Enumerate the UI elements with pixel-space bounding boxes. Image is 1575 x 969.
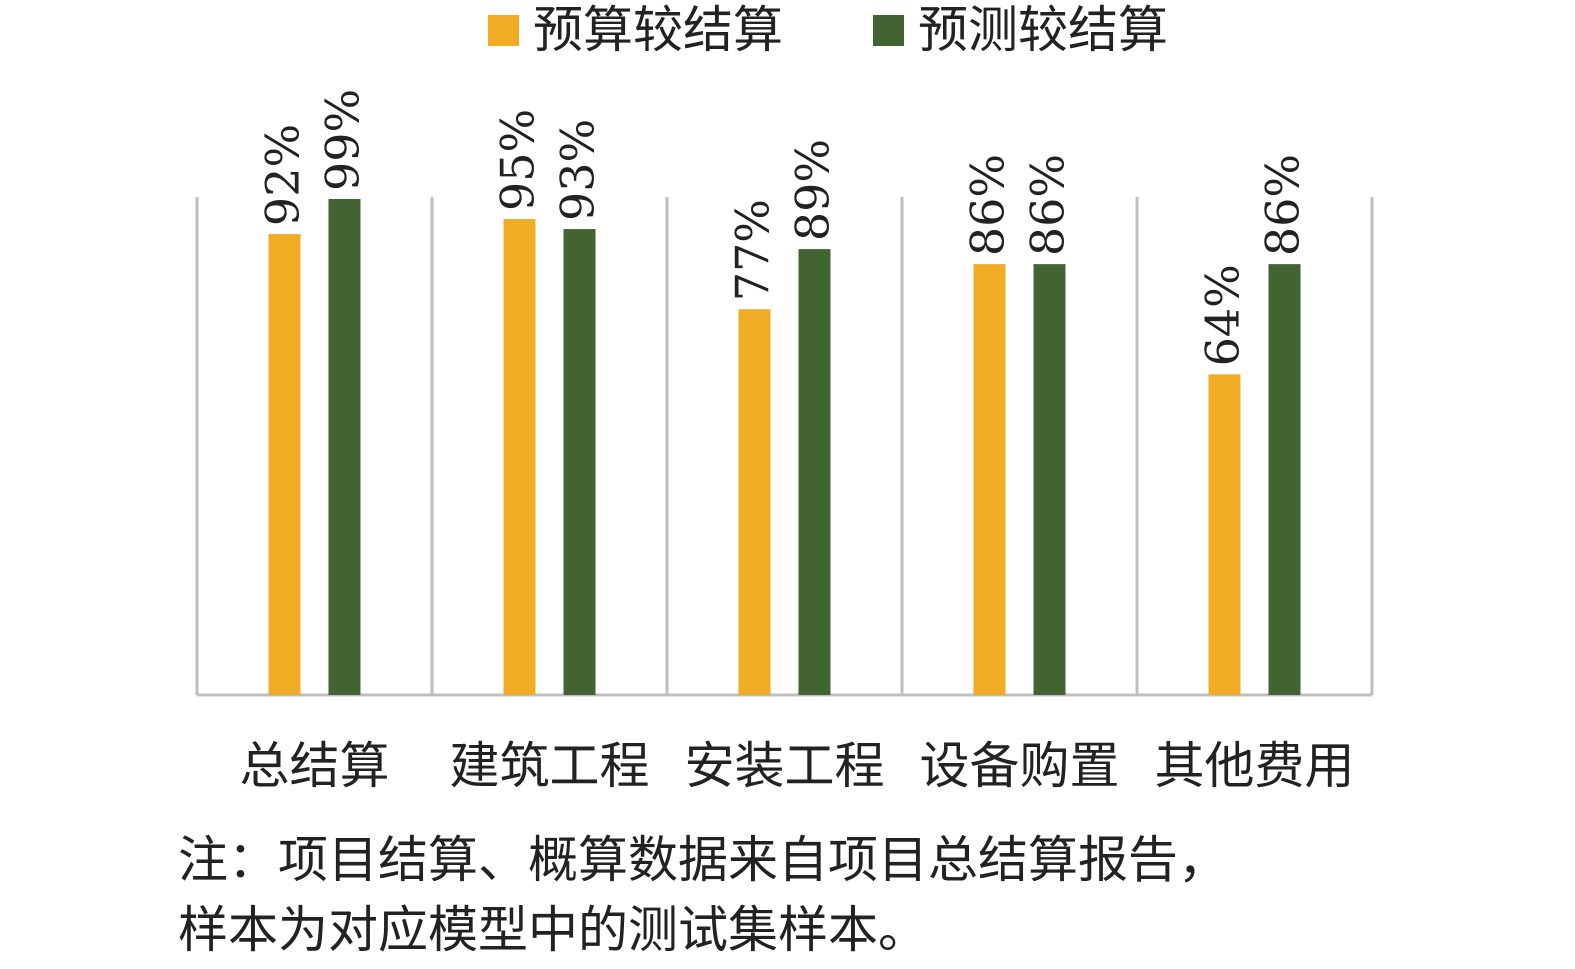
note-line-1: 注：项目结算、概算数据来自项目总结算报告， xyxy=(178,831,1228,889)
data-labels: 92% 99% 95% 93%77%89% 86% 86%64%86% xyxy=(256,89,1310,367)
data-label: 64% xyxy=(1196,264,1250,366)
data-label: 99% xyxy=(316,89,370,191)
data-label: 86% xyxy=(961,154,1015,256)
data-label: 77% xyxy=(726,199,780,301)
bar-budget xyxy=(1208,374,1241,695)
category-label: 其他费用 xyxy=(1155,737,1355,795)
category-label: 建筑工程 xyxy=(450,737,650,795)
bar-budget xyxy=(503,219,536,695)
bar-forecast xyxy=(1268,264,1301,695)
category-labels: 总结算 建筑工程 安装工程 设备购置 其他费用 xyxy=(240,737,1355,795)
legend-swatch xyxy=(488,15,519,46)
bar-budget xyxy=(738,309,771,695)
data-label: 86% xyxy=(1256,154,1310,256)
bar-budget xyxy=(973,264,1006,695)
legend: 预算较结算 预测较结算 xyxy=(488,1,1168,59)
category-label: 安装工程 xyxy=(685,737,885,795)
bar-forecast xyxy=(328,199,361,695)
bar-forecast xyxy=(798,249,831,695)
legend-swatch xyxy=(873,15,904,46)
data-label: 93% xyxy=(551,119,605,221)
legend-label: 预测较结算 xyxy=(918,1,1168,59)
data-label: 92% xyxy=(256,124,310,226)
bars xyxy=(268,199,1301,695)
data-label: 89% xyxy=(786,139,840,241)
legend-label: 预算较结算 xyxy=(533,1,783,59)
category-label: 设备购置 xyxy=(920,737,1120,795)
bar-forecast xyxy=(1033,264,1066,695)
category-label: 总结算 xyxy=(240,737,390,795)
bar-forecast xyxy=(563,229,596,695)
note-line-2: 样本为对应模型中的测试集样本。 xyxy=(178,901,928,959)
bar-budget xyxy=(268,234,301,695)
category-separators xyxy=(195,197,1374,697)
data-label: 86% xyxy=(1021,154,1075,256)
data-label: 95% xyxy=(491,109,545,211)
